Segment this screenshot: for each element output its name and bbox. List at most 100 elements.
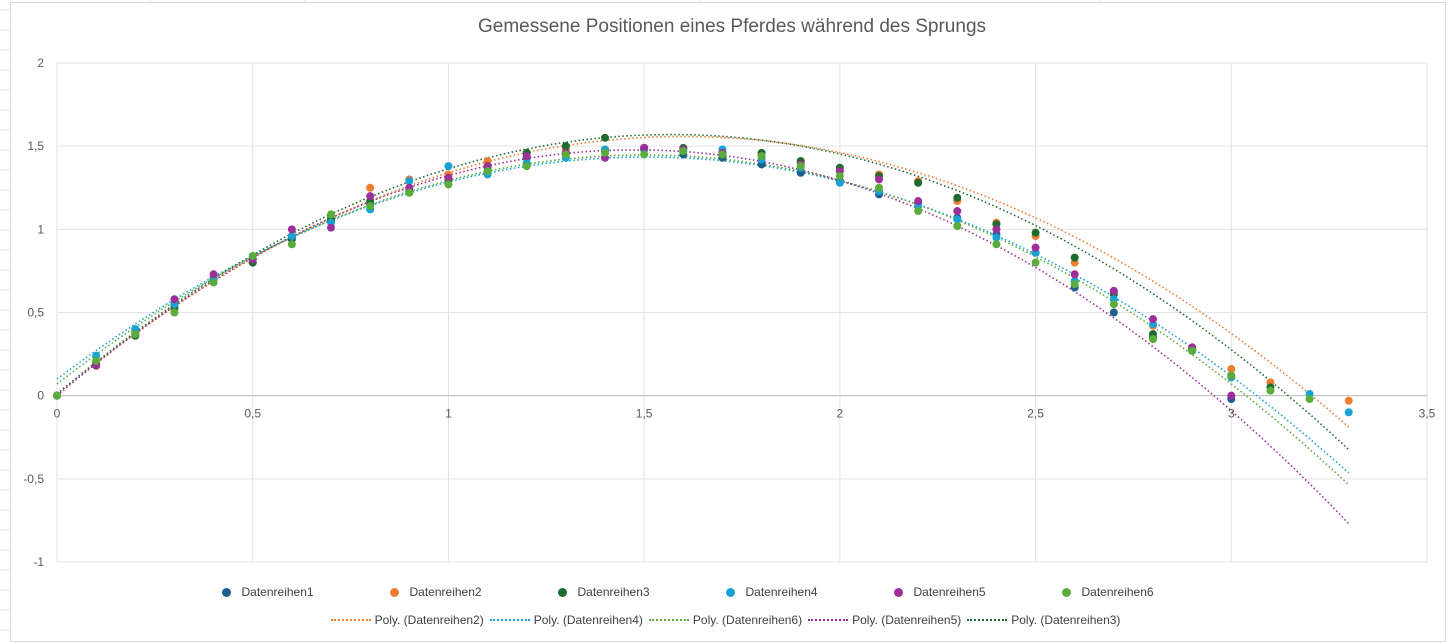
data-point [522, 152, 531, 161]
data-point [914, 178, 923, 187]
legend-label: Poly. (Datenreihen3) [1011, 613, 1121, 627]
data-point [1344, 408, 1353, 417]
data-point [1344, 396, 1353, 405]
data-point [875, 175, 883, 184]
data-point [1266, 386, 1275, 395]
data-point [1031, 258, 1040, 267]
x-tick-label: 1,5 [636, 407, 653, 421]
legend-item[interactable]: Poly. (Datenreihen5) [808, 613, 961, 627]
chart-title: Gemessene Positionen eines Pferdes währe… [477, 16, 987, 37]
data-point [92, 356, 101, 365]
chart-area[interactable] [10, 2, 1446, 642]
legend-label: Datenreihen2 [409, 585, 482, 599]
data-point [640, 150, 649, 159]
x-tick-label: 3,5 [1419, 407, 1436, 421]
legend-trendlines: Poly. (Datenreihen2) Poly. (Datenreihen4)… [0, 613, 1451, 627]
y-tick-label: -0,5 [23, 472, 44, 486]
data-point [170, 295, 179, 304]
data-point [444, 173, 453, 182]
legend-marker [221, 587, 231, 597]
data-point [1305, 394, 1314, 403]
data-point [327, 223, 335, 232]
data-point [444, 162, 453, 171]
data-point [366, 202, 375, 211]
legend-item[interactable]: Datenreihen4 [725, 585, 894, 599]
legend-item[interactable]: Datenreihen6 [1061, 585, 1230, 599]
legend-item[interactable]: Datenreihen2 [389, 585, 558, 599]
trendline [56, 154, 1350, 486]
data-point [875, 183, 883, 192]
x-tick-label: 3 [1228, 407, 1235, 421]
legend-item[interactable]: Poly. (Datenreihen4) [489, 613, 643, 627]
data-point [1070, 280, 1079, 289]
data-point [366, 192, 375, 201]
y-tick-label: 1 [37, 222, 44, 236]
data-point [1031, 228, 1040, 237]
legend-label: Poly. (Datenreihen4) [533, 613, 643, 627]
legend-marker [725, 587, 735, 597]
x-tick-label: 2 [837, 407, 844, 421]
trendline [56, 156, 1350, 474]
data-point [1149, 315, 1157, 324]
data-point [1227, 391, 1236, 400]
data-point [992, 225, 1001, 234]
data-point [601, 133, 609, 142]
data-point [992, 240, 1001, 249]
y-tick-label: 0 [37, 389, 44, 403]
data-point [561, 142, 570, 151]
data-point [757, 152, 766, 161]
data-point [522, 162, 531, 171]
legend-marker [1061, 587, 1071, 597]
legend-line-marker [648, 619, 689, 621]
data-point [1149, 335, 1157, 344]
data-point [953, 193, 962, 202]
legend-line-marker [489, 619, 530, 621]
data-point [1031, 243, 1040, 252]
legend-item[interactable]: Poly. (Datenreihen2) [330, 613, 484, 627]
y-tick-label: 1,5 [27, 139, 44, 153]
trendline [56, 133, 1350, 451]
legend-label: Poly. (Datenreihen2) [374, 613, 484, 627]
data-point [1227, 365, 1236, 374]
data-point [405, 188, 414, 197]
data-point [953, 207, 962, 216]
legend-item[interactable]: Datenreihen5 [893, 585, 1062, 599]
data-point [1070, 253, 1079, 262]
data-point [248, 251, 257, 260]
data-point [835, 172, 844, 181]
data-point [914, 197, 923, 206]
data-point [561, 150, 570, 159]
legend-line-marker [330, 619, 371, 621]
legend-label: Datenreihen3 [577, 585, 650, 599]
legend-item[interactable]: Poly. (Datenreihen6) [648, 613, 803, 627]
legend-item[interactable]: Datenreihen1 [221, 585, 390, 599]
data-point [835, 178, 844, 187]
data-point [170, 308, 179, 317]
x-tick-label: 2,5 [1027, 407, 1044, 421]
legend-label: Poly. (Datenreihen6) [692, 613, 803, 627]
trendline [56, 135, 1350, 428]
data-point [953, 222, 962, 231]
legend-marker [557, 587, 567, 597]
data-point [287, 225, 296, 234]
data-point [327, 210, 335, 219]
data-point [405, 177, 414, 186]
y-tick-label: -1 [33, 555, 44, 569]
data-point [209, 270, 218, 279]
data-point [1188, 346, 1197, 355]
data-point [1109, 308, 1118, 317]
legend-item[interactable]: Datenreihen3 [557, 585, 726, 599]
data-point [131, 330, 140, 339]
data-point [953, 215, 962, 224]
data-point [483, 167, 492, 176]
y-tick-label: 0,5 [27, 306, 44, 320]
data-point [992, 233, 1001, 242]
legend-label: Datenreihen6 [1081, 585, 1154, 599]
legend-label: Datenreihen5 [913, 585, 986, 599]
data-point [640, 143, 649, 152]
legend-item[interactable]: Poly. (Datenreihen3) [967, 613, 1120, 627]
data-point [444, 180, 453, 189]
data-point [796, 162, 805, 171]
data-point [209, 278, 218, 287]
data-point [287, 231, 296, 240]
